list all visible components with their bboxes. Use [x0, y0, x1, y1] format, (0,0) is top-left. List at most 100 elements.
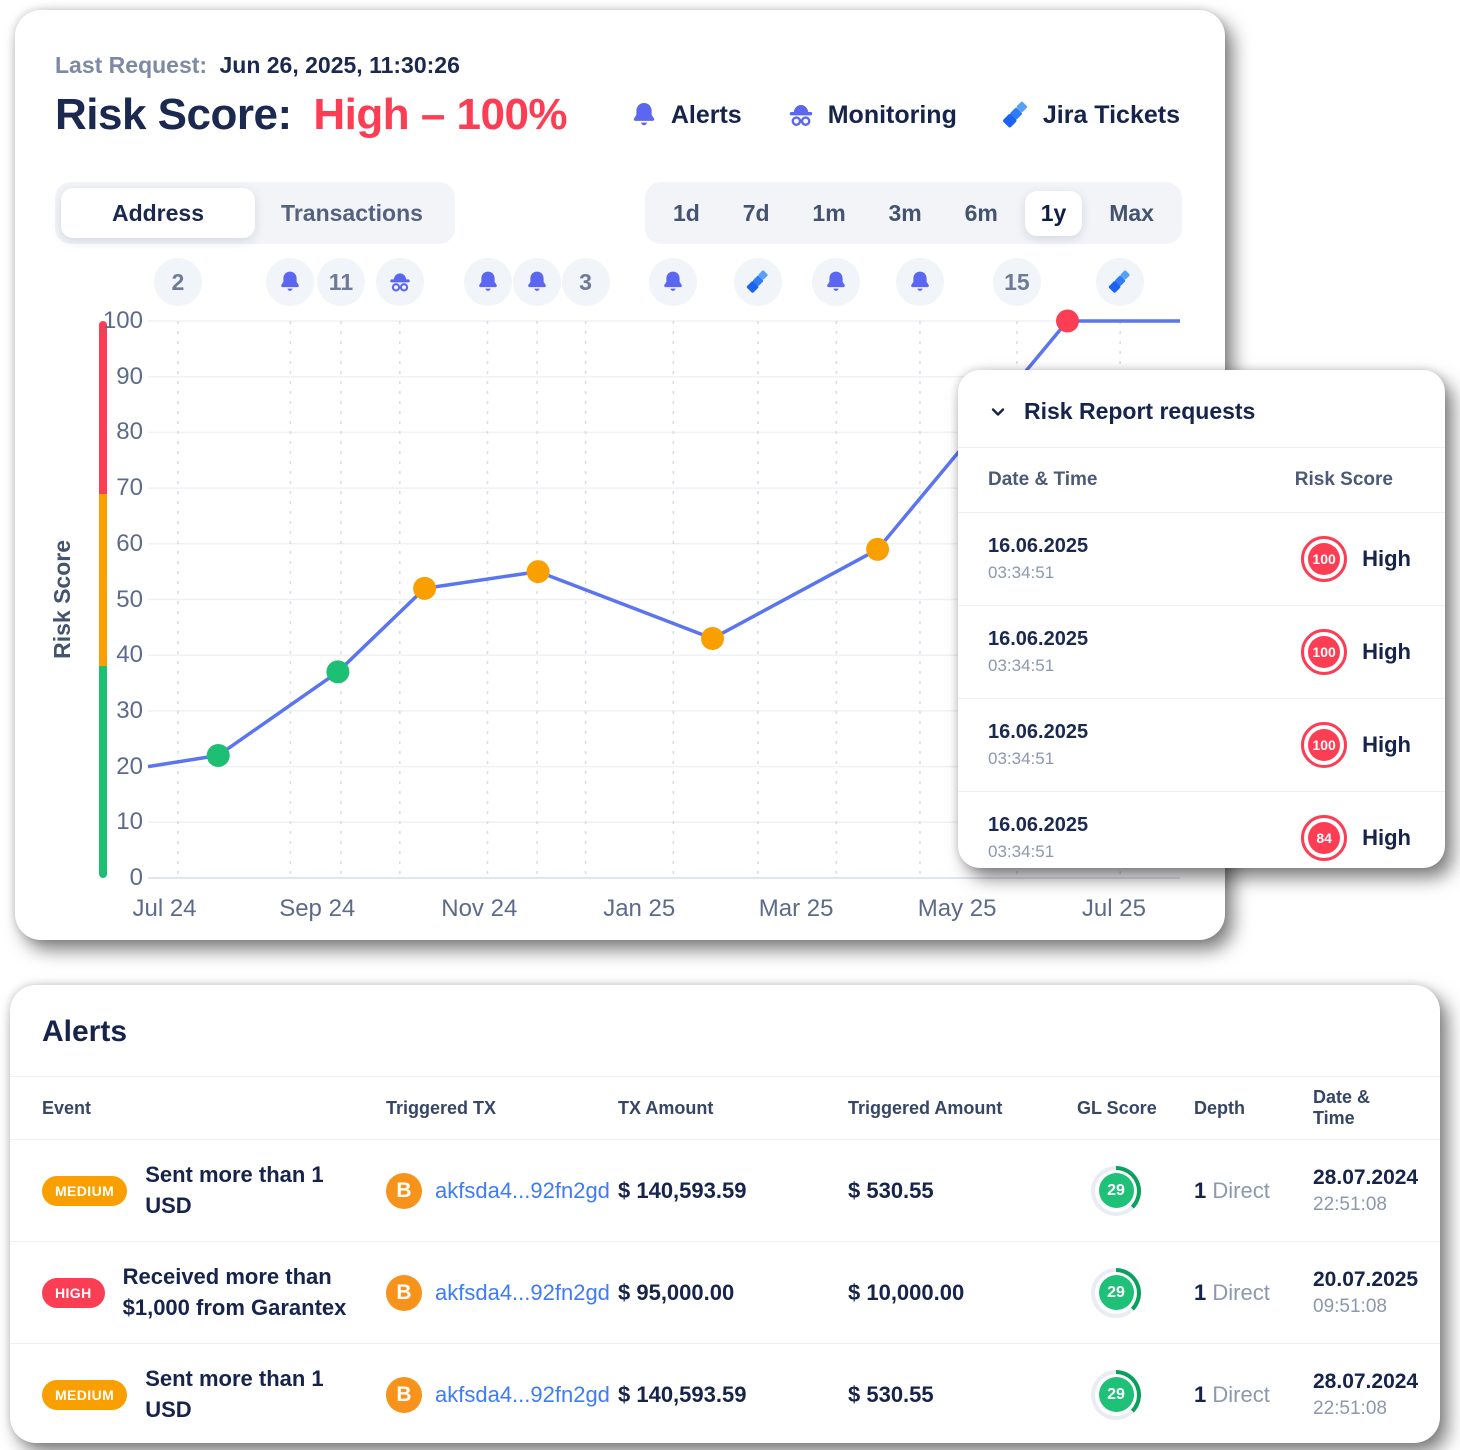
report-date: 16.06.2025 [988, 814, 1089, 836]
report-datetime: 16.06.2025 03:34:51 [988, 628, 1088, 676]
chevron-down-icon[interactable] [988, 402, 1008, 422]
monitoring-icon [390, 273, 410, 292]
depth-cell: 1 Direct [1194, 1177, 1270, 1203]
column-triggered-tx: Triggered TX [386, 1097, 497, 1118]
risk-report-row[interactable]: 16.06.2025 03:34:51 100 High [958, 698, 1445, 791]
x-tick-label: Mar 25 [758, 895, 834, 922]
event-cell: MEDIUM Sent more than 1 USD [42, 1364, 386, 1426]
range-7d[interactable]: 7d [742, 199, 770, 226]
event-count-badge[interactable]: 11 [316, 258, 365, 306]
gl-score-ring: 29 [1091, 1165, 1141, 1216]
range-1y[interactable]: 1y [1024, 190, 1083, 236]
x-axis-ticks: Jul 24 Sep 24 Nov 24 Jan 25 Mar 25 May 25 Jul … [132, 895, 1180, 927]
range-max[interactable]: Max [1109, 199, 1154, 226]
risk-report-panel: Risk Report requests Date & Time Risk Sc… [958, 370, 1445, 868]
nav-alerts[interactable]: Alerts [629, 100, 742, 130]
column-gl-score: GL Score [1077, 1097, 1157, 1118]
range-3m[interactable]: 3m [888, 199, 922, 226]
score-level: High [1362, 639, 1411, 664]
report-score: 84 High [1301, 815, 1411, 861]
event-bell-badge[interactable] [812, 258, 861, 306]
y-tick-label: 40 [116, 641, 143, 669]
column-date-time: Date & Time [988, 469, 1098, 490]
x-tick-label: Jul 25 [1081, 895, 1146, 922]
bitcoin-icon: B [386, 1172, 422, 1209]
gl-score-ring: 29 [1091, 1369, 1141, 1420]
event-text: Received more than $1,000 from Garantex [122, 1263, 347, 1320]
x-tick-label: May 25 [917, 895, 997, 922]
score-value: 100 [1308, 543, 1341, 575]
nav-label: Jira Tickets [1042, 100, 1180, 129]
range-1m[interactable]: 1m [812, 199, 846, 226]
nav-monitoring[interactable]: Monitoring [786, 100, 957, 130]
bell-icon [911, 271, 929, 291]
nav-jira-tickets[interactable]: Jira Tickets [1001, 100, 1180, 130]
tab-transactions[interactable]: Transactions [281, 199, 423, 226]
page-title: Risk Score: High – 100% [55, 90, 568, 140]
event-count-badge[interactable]: 3 [561, 258, 610, 306]
event-bell-badge[interactable] [266, 258, 315, 306]
view-tabs: Address Transactions [55, 182, 455, 244]
severity-badge: HIGH [42, 1277, 105, 1308]
risk-report-row[interactable]: 16.06.2025 03:34:51 100 High [958, 605, 1445, 698]
y-tick-label: 70 [116, 474, 143, 502]
tx-link[interactable]: akfsda4...92fn2gd [435, 1381, 610, 1407]
x-tick-label: Jul 24 [132, 895, 197, 922]
bell-icon [478, 271, 497, 291]
event-bell-badge[interactable] [463, 258, 512, 306]
event-bell-badge[interactable] [649, 258, 698, 306]
report-time: 03:34:51 [988, 842, 1055, 861]
chart-point[interactable] [1056, 309, 1079, 333]
alert-time: 22:51:08 [1313, 1193, 1387, 1215]
range-6m[interactable]: 6m [964, 199, 998, 226]
x-tick-label: Jan 25 [603, 895, 676, 922]
risk-report-header[interactable]: Risk Report requests [958, 370, 1445, 447]
y-tick-label: 90 [116, 362, 143, 390]
event-jira-badge[interactable] [1096, 258, 1145, 306]
tx-link[interactable]: akfsda4...92fn2gd [435, 1279, 610, 1305]
chart-point[interactable] [206, 744, 230, 767]
y-axis-ticks: 0 10 20 30 40 50 60 70 80 90 100 [55, 307, 143, 891]
event-jira-badge[interactable] [733, 258, 782, 306]
event-bell-badge[interactable] [895, 258, 944, 306]
jira-icon [1108, 270, 1130, 293]
event-count-badge[interactable]: 15 [992, 258, 1041, 306]
risk-score-label: Risk Score: [55, 90, 292, 139]
event-count-badge[interactable]: 2 [153, 258, 202, 306]
last-request: Last Request: Jun 26, 2025, 11:30:26 [55, 52, 460, 79]
datetime-cell: 28.07.2024 22:51:08 [1313, 1166, 1418, 1216]
nav-label: Alerts [670, 100, 742, 129]
y-tick-label: 10 [116, 808, 143, 836]
monitoring-icon [789, 105, 812, 126]
alerts-title: Alerts [42, 1015, 128, 1048]
alert-date: 20.07.2025 [1313, 1267, 1419, 1291]
event-monitoring-badge[interactable] [375, 258, 424, 306]
y-tick-label: 80 [116, 418, 143, 446]
range-1d[interactable]: 1d [673, 199, 700, 226]
severity-badge: MEDIUM [42, 1379, 128, 1410]
report-score: 100 High [1301, 722, 1411, 768]
chart-point[interactable] [326, 660, 350, 684]
event-badges-row: 2 11 3 15 [148, 258, 1180, 308]
report-datetime: 16.06.2025 03:34:51 [988, 535, 1088, 583]
score-level: High [1362, 825, 1411, 850]
tab-address[interactable]: Address [61, 188, 255, 238]
divider [958, 447, 1445, 448]
risk-report-row[interactable]: 16.06.2025 03:34:51 84 High [958, 791, 1445, 884]
report-time: 03:34:51 [988, 656, 1055, 675]
chart-point[interactable] [526, 560, 550, 584]
alert-time: 09:51:08 [1313, 1295, 1387, 1317]
risk-report-row[interactable]: 16.06.2025 03:34:51 100 High [958, 512, 1445, 605]
triggered-amount: $ 530.55 [848, 1177, 934, 1203]
score-badge: 84 [1301, 815, 1348, 861]
chart-point[interactable] [866, 537, 890, 561]
chart-point[interactable] [701, 627, 724, 650]
jira-icon [746, 270, 768, 293]
event-bell-badge[interactable] [513, 258, 562, 306]
tx-link[interactable]: akfsda4...92fn2gd [435, 1177, 610, 1203]
bell-icon [633, 103, 655, 126]
score-badge: 100 [1301, 536, 1348, 582]
chart-point[interactable] [413, 576, 437, 600]
